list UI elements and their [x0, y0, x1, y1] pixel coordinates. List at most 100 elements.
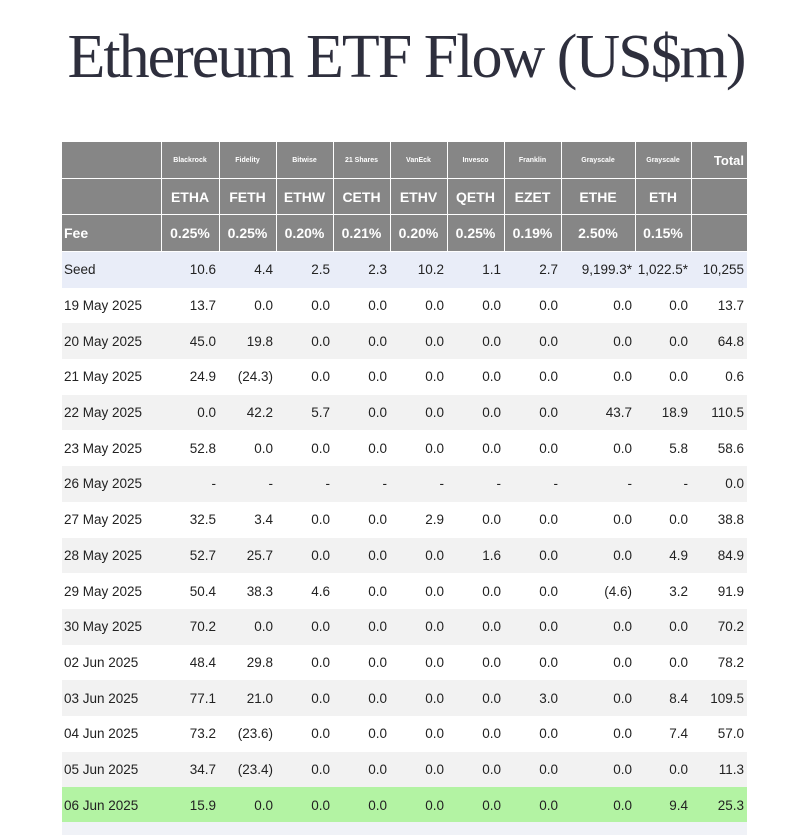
issuer-header: Bitwise: [276, 142, 334, 179]
flow-cell: 1.6: [447, 537, 504, 574]
flow-cell: 70.2: [161, 608, 219, 645]
flow-cell: 0.0: [254, 298, 273, 314]
header-blank: [691, 214, 747, 252]
flow-cell: 0.0: [390, 608, 447, 645]
flow-cell: 0.0: [368, 440, 387, 456]
flow-cell: 0.0: [368, 369, 387, 385]
flow-cell: 0.0: [333, 323, 390, 360]
row-date: 03 Jun 2025: [62, 680, 161, 716]
ticker-header: CETH: [333, 178, 391, 215]
flow-cell: 0.0: [333, 608, 390, 645]
flow-cell: 0.0: [425, 369, 444, 385]
flow-cell: 0.0: [276, 751, 333, 788]
flow-cell: 0.0: [561, 537, 635, 574]
flow-cell: (23.4): [219, 751, 276, 788]
table-row: 27 May 2025 32.5 3.4 0.0 0.0 2.9 0.0 0.0 0.0 0.0 3…: [62, 502, 747, 538]
flow-cell: 0.0: [161, 394, 219, 431]
fee-value: 0.20%: [276, 214, 334, 252]
row-total: 13.7: [717, 298, 744, 314]
flow-cell: 0.0: [539, 512, 558, 528]
flow-cell: 0.0: [311, 512, 330, 528]
flow-cell: 0.0: [219, 608, 276, 645]
flow-cell: 0.0: [613, 726, 632, 742]
flow-cell: -: [561, 466, 635, 502]
flow-cell: 0.0: [482, 298, 501, 314]
table-row: 28 May 2025 52.7 25.7 0.0 0.0 0.0 1.6 0.0 0.0 4.9…: [62, 537, 747, 574]
flow-cell: 0.0: [390, 394, 447, 431]
flow-cell: 0.0: [390, 787, 447, 823]
flow-cell: 5.7: [276, 394, 333, 431]
flow-cell: 0.0: [447, 608, 504, 645]
flow-cell: 0.0: [561, 323, 635, 360]
row-total: 58.6: [717, 440, 744, 456]
flow-cell: 0.0: [504, 323, 561, 360]
row-date: 27 May 2025: [64, 512, 143, 528]
flow-cell: 7.4: [669, 726, 688, 742]
flow-cell: 1,022.5*: [635, 251, 691, 288]
row-date: 19 May 2025: [64, 298, 143, 314]
row-total: 64.8: [691, 323, 747, 360]
fee-header-row: Fee 0.25% 0.25% 0.20% 0.21% 0.20% 0.25% …: [62, 214, 747, 252]
flow-cell: 0.0: [561, 751, 635, 788]
flow-cell: -: [390, 466, 447, 502]
flow-cell: 0.0: [669, 369, 688, 385]
row-date: 28 May 2025: [62, 537, 161, 574]
flow-cell: 0.0: [613, 369, 632, 385]
issuer-header: VanEck: [390, 142, 448, 179]
flow-cell: 0.0: [669, 298, 688, 314]
flow-cell: -: [219, 466, 276, 502]
fee-value: 0.25%: [161, 214, 220, 252]
row-total: 70.2: [691, 608, 747, 645]
flow-cell: 0.0: [561, 680, 635, 716]
flow-cell: 0.0: [447, 680, 504, 716]
etf-flow-table: Blackrock Fidelity Bitwise 21 Shares Van…: [62, 142, 747, 823]
row-total: 84.9: [691, 537, 747, 574]
flow-cell: 0.0: [504, 394, 561, 431]
flow-cell: 0.0: [425, 298, 444, 314]
flow-cell: 0.0: [333, 787, 390, 823]
fee-value: 2.50%: [561, 214, 636, 252]
flow-cell: 0.0: [447, 787, 504, 823]
flow-cell: -: [161, 466, 219, 502]
row-total: 0.0: [691, 466, 747, 502]
ticker-header: ETH: [635, 178, 692, 215]
row-total: 25.3: [691, 787, 747, 823]
issuer-header: Blackrock: [161, 142, 220, 179]
ticker-header-row: ETHA FETH ETHW CETH ETHV QETH EZET ETHE …: [62, 178, 747, 215]
flow-cell: -: [447, 466, 504, 502]
issuer-header-row: Blackrock Fidelity Bitwise 21 Shares Van…: [62, 142, 747, 179]
flow-cell: 0.0: [635, 608, 691, 645]
issuer-header: 21 Shares: [333, 142, 391, 179]
flow-cell: 2.3: [333, 251, 390, 288]
flow-cell: 4.6: [311, 583, 330, 599]
flow-cell: 0.0: [447, 323, 504, 360]
flow-cell: 0.0: [613, 440, 632, 456]
flow-cell: 0.0: [539, 440, 558, 456]
ticker-header: ETHE: [561, 178, 636, 215]
flow-cell: 0.0: [539, 654, 558, 670]
flow-cell: 34.7: [161, 751, 219, 788]
flow-cell: 0.0: [539, 726, 558, 742]
row-date: 02 Jun 2025: [64, 654, 139, 670]
flow-cell: 29.8: [246, 654, 273, 670]
flow-cell: 0.0: [504, 787, 561, 823]
flow-cell: 0.0: [311, 726, 330, 742]
row-total: 38.8: [717, 512, 744, 528]
flow-cell: 0.0: [561, 787, 635, 823]
flow-cell: 0.0: [368, 654, 387, 670]
issuer-header: Invesco: [447, 142, 505, 179]
flow-cell: 0.0: [333, 537, 390, 574]
flow-cell: 38.3: [246, 583, 273, 599]
issuer-header: Franklin: [504, 142, 562, 179]
flow-cell: 0.0: [219, 787, 276, 823]
flow-cell: 0.0: [390, 680, 447, 716]
flow-cell: 0.0: [390, 537, 447, 574]
flow-cell: 43.7: [561, 394, 635, 431]
flow-cell: 4.4: [219, 251, 276, 288]
table-row: 06 Jun 2025 15.9 0.0 0.0 0.0 0.0 0.0 0.0 0.0 9.4 2…: [62, 787, 747, 823]
row-date: 05 Jun 2025: [62, 751, 161, 788]
row-date: 30 May 2025: [62, 608, 161, 645]
flow-cell: 0.0: [368, 583, 387, 599]
row-total: 11.3: [691, 751, 747, 788]
total-header: Total: [691, 142, 747, 179]
